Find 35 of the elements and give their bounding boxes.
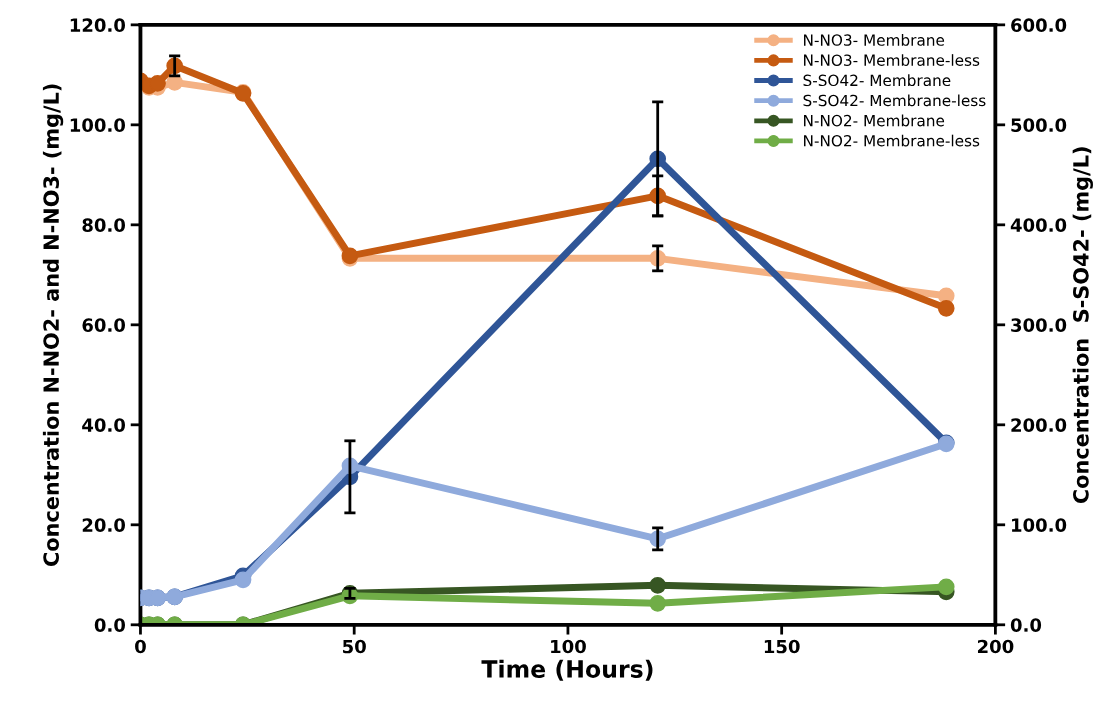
point xyxy=(937,299,955,317)
point xyxy=(649,594,667,612)
y2-tick-label: 500.0 xyxy=(1011,118,1067,132)
y-tick-label: 20.0 xyxy=(82,518,126,532)
x-tick-label: 150 xyxy=(764,639,800,654)
y-tick-label: 80.0 xyxy=(82,218,126,232)
y-tick-label: 0.0 xyxy=(94,618,126,632)
legend-label: S-SO42- Membrane-less xyxy=(803,94,986,107)
y-tick-label: 60.0 xyxy=(82,318,126,332)
y-tick-label: 120.0 xyxy=(70,18,126,32)
point xyxy=(937,578,955,596)
x-tick-label: 200 xyxy=(977,639,1014,654)
y2-tick-label: 200.0 xyxy=(1011,418,1067,432)
point xyxy=(149,75,166,92)
y-tick-label: 40.0 xyxy=(82,418,126,432)
legend-label: N-NO2- Membrane xyxy=(804,114,945,127)
legend-label: N-NO3- Membrane xyxy=(804,34,945,46)
y2-tick-label: 400.0 xyxy=(1010,218,1067,232)
point xyxy=(649,576,667,594)
y-tick-label: 100.0 xyxy=(70,118,126,132)
y2-tick-label: 300.0 xyxy=(1011,318,1067,332)
y-axis-title: Concentration N-NO2- and N-NO3- (mg/L) xyxy=(42,84,64,566)
x-tick-label: 0 xyxy=(135,639,146,654)
y2-tick-label: 0.0 xyxy=(1010,618,1042,632)
x-axis-title: Time (Hours) xyxy=(481,659,653,681)
x-tick-label: 50 xyxy=(343,639,366,654)
x-tick-label: 100 xyxy=(551,639,586,654)
legend-label: S-SO42- Membrane xyxy=(803,74,951,87)
point xyxy=(234,571,252,589)
legend-label: N-NO3- Membrane-less xyxy=(804,54,980,66)
y2-tick-label: 600.0 xyxy=(1011,18,1067,32)
y2-axis-title: Concentration S-SO42- (mg/L) xyxy=(1072,147,1093,504)
y2-tick-label: 100.0 xyxy=(1012,518,1067,532)
point xyxy=(166,74,183,91)
legend-label: N-NO2- Membrane-less xyxy=(804,134,980,147)
